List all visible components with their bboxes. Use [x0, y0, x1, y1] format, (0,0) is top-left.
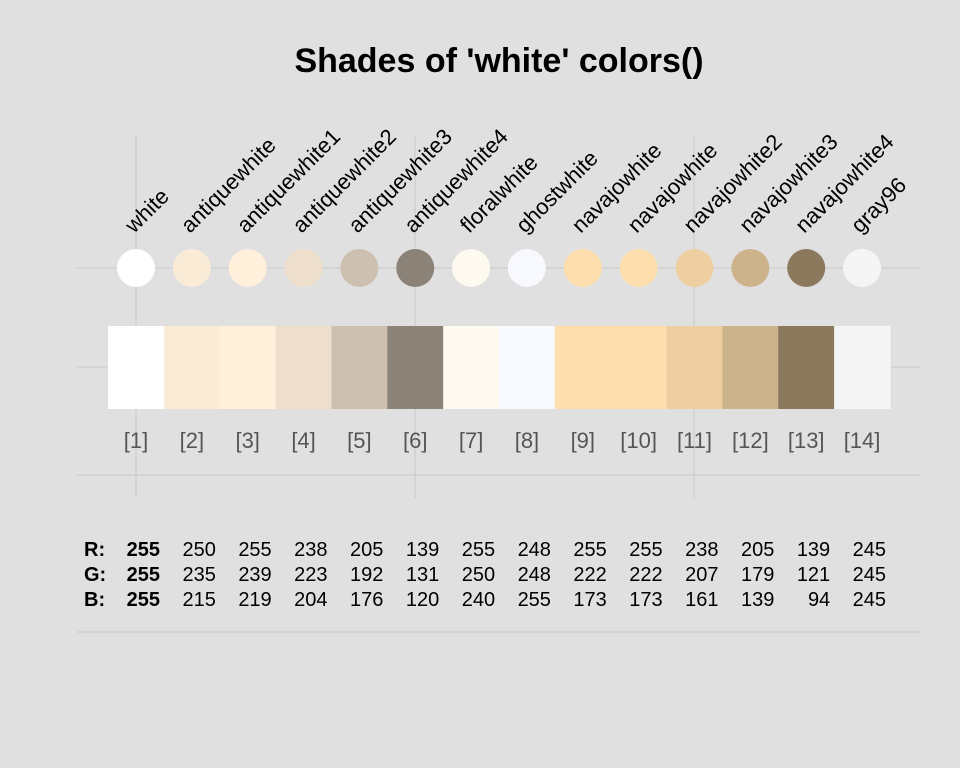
color-dot — [172, 249, 211, 287]
rgb-value: 238 — [685, 539, 718, 561]
rgb-value: 205 — [350, 539, 383, 561]
rgb-value: 161 — [685, 589, 718, 611]
rgb-value: 250 — [182, 539, 215, 561]
color-dot — [452, 249, 491, 287]
color-swatch — [834, 326, 891, 409]
color-index-label: [10] — [620, 428, 657, 453]
color-dot — [396, 249, 435, 287]
rgb-value: 240 — [462, 589, 495, 611]
rgb-value: 94 — [808, 589, 830, 611]
rgb-value: 235 — [182, 564, 215, 586]
rgb-value: 248 — [518, 564, 551, 586]
color-dot — [619, 249, 658, 287]
color-index-label: [7] — [459, 428, 483, 453]
rgb-value: 176 — [350, 589, 383, 611]
rgb-value: 205 — [741, 539, 774, 561]
rgb-value: 139 — [797, 539, 830, 561]
color-swatch — [108, 326, 165, 409]
rgb-value: 238 — [294, 539, 327, 561]
rgb-value: 255 — [518, 589, 551, 611]
rgb-value: 223 — [294, 564, 327, 586]
rgb-value: 255 — [573, 539, 606, 561]
rgb-value: 250 — [462, 564, 495, 586]
color-index-label: [6] — [403, 428, 427, 453]
color-dot — [787, 249, 826, 287]
color-swatch — [554, 326, 612, 409]
color-name-label: white — [119, 184, 174, 239]
rgb-value: 248 — [518, 539, 551, 561]
rgb-value: 173 — [573, 589, 606, 611]
color-swatch — [610, 326, 668, 409]
rgb-value: 255 — [127, 564, 160, 586]
rgb-value: 255 — [629, 539, 662, 561]
rgb-value: 121 — [797, 564, 830, 586]
color-dot — [340, 249, 379, 287]
rgb-value: 131 — [406, 564, 439, 586]
color-index-label: [13] — [788, 428, 825, 453]
color-dot — [117, 249, 155, 287]
color-swatch — [219, 326, 277, 409]
color-index-label: [5] — [347, 428, 371, 453]
color-swatch — [722, 326, 779, 409]
color-swatch — [331, 326, 388, 409]
color-swatch — [778, 326, 835, 409]
color-index-label: [3] — [235, 428, 259, 453]
color-index-label: [9] — [571, 428, 595, 453]
color-dot — [675, 249, 714, 287]
rgb-value: 207 — [685, 564, 718, 586]
color-swatch — [387, 326, 444, 409]
color-dot — [228, 249, 267, 287]
rgb-value: 179 — [741, 564, 774, 586]
rgb-value: 222 — [573, 564, 606, 586]
rgb-value: 219 — [238, 589, 271, 611]
rgb-value: 255 — [238, 539, 271, 561]
rgb-row-label: B: — [84, 589, 105, 611]
rgb-value: 239 — [238, 564, 271, 586]
rgb-value: 245 — [853, 589, 886, 611]
rgb-value: 255 — [127, 539, 160, 561]
rgb-value: 245 — [853, 564, 886, 586]
rgb-value: 245 — [853, 539, 886, 561]
rgb-value: 192 — [350, 564, 383, 586]
color-dot — [731, 249, 770, 287]
rgb-value: 120 — [406, 589, 439, 611]
rgb-value: 215 — [182, 589, 215, 611]
rgb-value: 139 — [406, 539, 439, 561]
color-swatch — [499, 326, 556, 409]
rgb-row-label: R: — [84, 539, 105, 561]
color-index-label: [11] — [677, 428, 712, 453]
chart-title: Shades of 'white' colors() — [294, 42, 703, 80]
color-swatch — [443, 326, 500, 409]
color-index-label: [14] — [844, 428, 881, 453]
color-index-label: [8] — [515, 428, 539, 453]
color-swatch — [666, 326, 724, 409]
rgb-value: 204 — [294, 589, 327, 611]
rgb-value: 139 — [741, 589, 774, 611]
rgb-value: 255 — [127, 589, 160, 611]
color-swatch — [163, 326, 221, 409]
rgb-value: 222 — [629, 564, 662, 586]
color-index-label: [2] — [180, 428, 204, 453]
color-index-label: [1] — [124, 428, 148, 453]
color-index-label: [12] — [732, 428, 769, 453]
color-dot — [843, 249, 882, 287]
rgb-value: 255 — [462, 539, 495, 561]
color-dot — [284, 249, 323, 287]
color-dot — [507, 249, 546, 287]
rgb-row-label: G: — [84, 564, 106, 586]
color-dot — [563, 249, 602, 287]
rgb-value: 173 — [629, 589, 662, 611]
color-index-label: [4] — [291, 428, 315, 453]
color-swatch — [275, 326, 333, 409]
